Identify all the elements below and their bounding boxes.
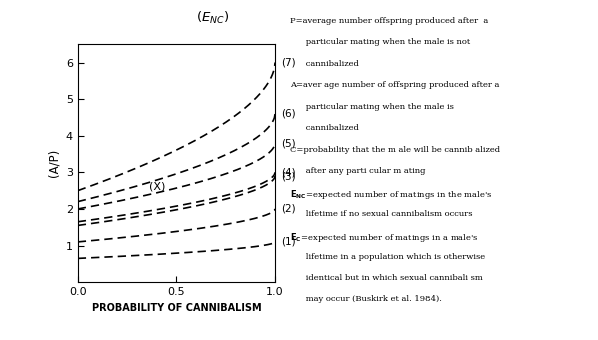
Text: P=average number offspring produced after  a: P=average number offspring produced afte…	[290, 17, 489, 25]
Text: (6): (6)	[280, 109, 295, 119]
Text: particular mating when the male is: particular mating when the male is	[290, 103, 454, 111]
Text: (7): (7)	[280, 57, 295, 68]
Text: $(E_{NC})$: $(E_{NC})$	[196, 10, 229, 26]
Text: (3): (3)	[280, 171, 295, 181]
X-axis label: PROBABILITY OF CANNIBALISM: PROBABILITY OF CANNIBALISM	[91, 303, 261, 312]
Text: after any parti cular m ating: after any parti cular m ating	[290, 167, 426, 175]
Text: identical but in which sexual cannibali sm: identical but in which sexual cannibali …	[290, 274, 483, 282]
Text: particular mating when the male is not: particular mating when the male is not	[290, 38, 470, 47]
Text: (2): (2)	[280, 204, 295, 214]
Text: (4): (4)	[280, 167, 295, 177]
Text: cannibalized: cannibalized	[290, 124, 359, 132]
Text: $\mathbf{E_{NC}}$=expected number of matings in the male's: $\mathbf{E_{NC}}$=expected number of mat…	[290, 188, 492, 201]
Text: may occur (Buskirk et al. 1984).: may occur (Buskirk et al. 1984).	[290, 295, 442, 304]
Text: lifetime in a population which is otherwise: lifetime in a population which is otherw…	[290, 253, 485, 261]
Text: cannibalized: cannibalized	[290, 60, 359, 68]
Text: lifetime if no sexual cannibalism occurs: lifetime if no sexual cannibalism occurs	[290, 210, 472, 218]
Text: (X): (X)	[149, 182, 165, 192]
Text: C=probability that the m ale will be cannib alized: C=probability that the m ale will be can…	[290, 146, 500, 154]
Text: $\mathbf{E_C}$=expected number of matings in a male's: $\mathbf{E_C}$=expected number of mating…	[290, 231, 479, 244]
Text: (5): (5)	[280, 138, 295, 148]
Text: A=aver age number of offspring produced after a: A=aver age number of offspring produced …	[290, 81, 499, 89]
Text: (1): (1)	[280, 237, 295, 247]
Y-axis label: (A/P): (A/P)	[47, 149, 60, 177]
